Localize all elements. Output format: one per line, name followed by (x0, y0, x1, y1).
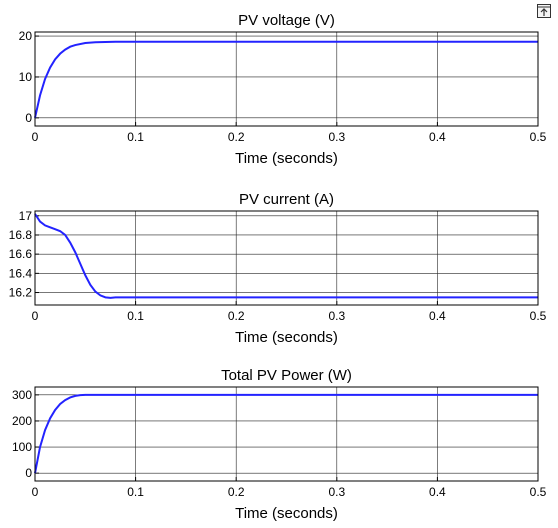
x-tick-label: 0.3 (328, 130, 345, 144)
y-tick-label: 100 (12, 440, 32, 454)
x-tick-label: 0.5 (530, 309, 547, 323)
y-tick-label: 0 (25, 466, 32, 480)
x-tick-label: 0.2 (228, 485, 245, 499)
x-tick-label: 0.1 (127, 485, 144, 499)
y-tick-label: 0 (25, 111, 32, 125)
plot-area (34, 210, 539, 306)
x-tick-label: 0 (32, 130, 39, 144)
x-tick-label: 0.4 (429, 130, 446, 144)
plot-pv-current: 0 0.1 0.2 0.3 0.4 0.5 16.2 16.4 16.6 16.8 17 PV cur… (9, 191, 547, 346)
chart-title: PV current (A) (239, 191, 334, 208)
x-tick-label: 0.1 (127, 309, 144, 323)
x-axis-label: Time (seconds) (235, 329, 338, 346)
y-tick-label: 10 (19, 70, 33, 84)
series-line (34, 40, 538, 119)
plot-area (34, 386, 539, 482)
plot-area (34, 31, 539, 127)
x-tick-label: 0 (32, 309, 39, 323)
dock-icon[interactable] (537, 4, 551, 18)
x-tick-label: 0.1 (127, 130, 144, 144)
y-tick-label: 20 (19, 29, 33, 43)
y-tick-label: 16.2 (9, 286, 33, 300)
x-tick-label: 0.2 (228, 309, 245, 323)
x-tick-label: 0 (32, 485, 39, 499)
x-tick-label: 0.5 (530, 485, 547, 499)
plot-frame (34, 386, 539, 482)
x-tick-label: 0.4 (429, 485, 446, 499)
plot-frame (34, 31, 539, 127)
chart-title: PV voltage (V) (238, 12, 335, 29)
x-tick-label: 0.3 (328, 309, 345, 323)
y-tick-label: 16.4 (9, 266, 33, 280)
plot-frame (34, 210, 539, 306)
y-tick-label: 300 (12, 388, 32, 402)
x-axis-label: Time (seconds) (235, 150, 338, 167)
y-tick-label: 17 (19, 209, 33, 223)
x-tick-label: 0.3 (328, 485, 345, 499)
y-tick-label: 16.8 (9, 228, 33, 242)
chart-title: Total PV Power (W) (221, 367, 352, 384)
x-tick-label: 0.2 (228, 130, 245, 144)
x-axis-label: Time (seconds) (235, 505, 338, 522)
x-tick-label: 0.4 (429, 309, 446, 323)
x-tick-label: 0.5 (530, 130, 547, 144)
y-tick-label: 200 (12, 414, 32, 428)
series-line (34, 213, 538, 299)
plot-total-pv-power: 0 0.1 0.2 0.3 0.4 0.5 0 100 200 300 Total PV Power… (12, 367, 547, 522)
series-line (34, 393, 538, 474)
y-tick-label: 16.6 (9, 247, 33, 261)
plot-pv-voltage: 0 0.1 0.2 0.3 0.4 0.5 0 10 20 PV voltage (V) Time … (19, 12, 547, 167)
